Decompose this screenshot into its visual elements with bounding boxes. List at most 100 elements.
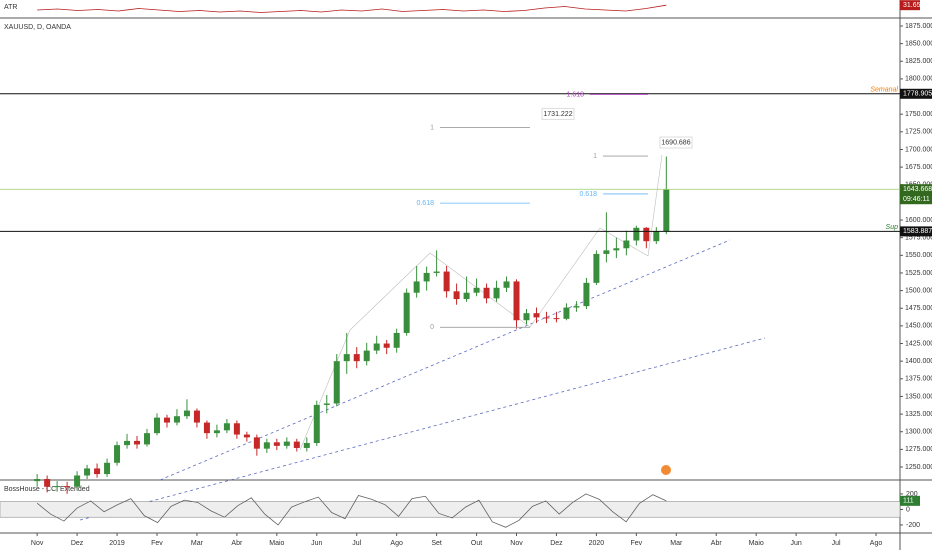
x-tick-label: Jul (352, 540, 361, 547)
candle-body (493, 287, 500, 299)
x-tick-label: Maio (269, 540, 284, 547)
fib-label: 0.618 (579, 191, 597, 198)
candle-body (153, 417, 160, 434)
x-tick-label: Maio (749, 540, 764, 547)
x-tick-label: 2020 (589, 540, 605, 547)
candle-body (233, 423, 240, 435)
y-tick-label: 1575.000 (905, 235, 932, 242)
indicator-tag (900, 495, 920, 506)
candle-body (433, 271, 440, 273)
indicator-tag (900, 0, 920, 11)
chart-title: XAUUSD, D, OANDA (4, 24, 71, 31)
x-tick-label: Jul (832, 540, 841, 547)
fib-label: 1 (593, 153, 597, 160)
last-price-label: 1643.668 (903, 186, 932, 193)
candle-body (134, 440, 141, 445)
y-tick-label: 1850.000 (905, 40, 932, 47)
candle-body (563, 307, 570, 319)
x-tick-label: Dez (71, 540, 84, 547)
candle-body (94, 468, 101, 475)
y-tick-label: 1300.000 (905, 429, 932, 436)
candle-body (583, 282, 590, 307)
candle-body (243, 434, 250, 438)
x-tick-label: Nov (510, 540, 523, 547)
candle-body (523, 313, 530, 321)
candle-body (223, 423, 230, 431)
fib-price-box (659, 136, 693, 149)
candle-body (653, 231, 660, 242)
candle-body (593, 253, 600, 283)
candle-body (273, 442, 280, 446)
x-tick-label: Dez (550, 540, 563, 547)
candle-body (343, 354, 350, 362)
x-tick-label: Ago (870, 540, 883, 547)
candle-body (533, 313, 540, 318)
level-tag-label: 1778.905 (903, 91, 932, 98)
y-tick-label: 1875.000 (905, 23, 932, 30)
candle-body (633, 227, 640, 241)
candle-body (403, 292, 410, 333)
candle-body (423, 272, 430, 282)
candle-body (253, 437, 260, 449)
y-tick-label: 1525.000 (905, 270, 932, 277)
candle-body (363, 350, 370, 362)
candle-body (183, 410, 190, 417)
candle-body (323, 403, 330, 405)
candle-body (303, 443, 310, 448)
fib-label: 1 (430, 124, 434, 131)
level-tag (900, 226, 932, 237)
x-tick-label: Nov (31, 540, 44, 547)
countdown: 09:46:11 (903, 196, 930, 203)
x-tick-label: Out (471, 540, 482, 547)
candle-body (443, 271, 450, 292)
level-name: Semanal (870, 87, 898, 94)
candle-body (203, 422, 210, 434)
candle-body (44, 479, 51, 487)
fib-price-label: 1690.686 (661, 139, 690, 146)
candle-body (54, 486, 61, 488)
level-tag (900, 88, 932, 99)
candle-body (543, 317, 550, 319)
x-tick-label: Abr (231, 540, 243, 547)
trend-line (79, 337, 766, 521)
fib-label: 0 (430, 324, 434, 331)
y-tick-label: 1350.000 (905, 393, 932, 400)
candle-body (114, 445, 121, 463)
x-tick-label: Mar (670, 540, 683, 547)
y-tick-label: 1825.000 (905, 58, 932, 65)
candle-body (383, 343, 390, 348)
candle-body (623, 240, 630, 249)
candle-body (263, 442, 270, 449)
y-tick-label: 1325.000 (905, 411, 932, 418)
candle-body (34, 479, 41, 482)
candle-body (313, 404, 320, 444)
candle-body (84, 468, 91, 476)
candle-body (64, 486, 71, 488)
candle-body (483, 287, 490, 299)
candle-body (373, 343, 380, 351)
candle-body (124, 440, 131, 446)
candle-body (513, 281, 520, 321)
y-tick-label: -200 (906, 522, 920, 529)
last-price-tag (900, 184, 932, 205)
indicator-tag-label: 31.652 (903, 2, 925, 9)
fib-label: 0.618 (416, 200, 434, 207)
y-tick-label: 1700.000 (905, 146, 932, 153)
icon (661, 465, 671, 475)
candle-body (663, 189, 670, 232)
y-tick-label: 1800.000 (905, 76, 932, 83)
indicator-line (36, 493, 667, 528)
x-tick-label: Fev (151, 540, 163, 547)
candle-body (104, 462, 111, 475)
y-tick-label: 1750.000 (905, 111, 932, 118)
level-name: Sup (886, 224, 899, 231)
level-tag-label: 1583.887 (903, 228, 932, 235)
x-tick-label: Jun (790, 540, 801, 547)
candle-body (453, 291, 460, 300)
candle-body (353, 354, 360, 362)
x-tick-label: Mar (191, 540, 204, 547)
candle-body (503, 281, 510, 288)
candle-body (293, 441, 300, 448)
